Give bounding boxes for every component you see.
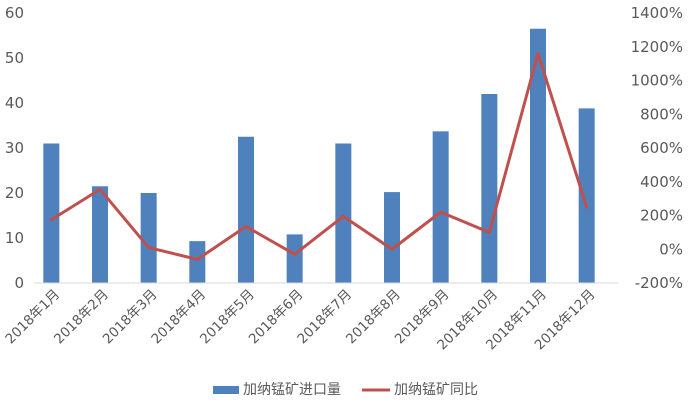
bar [384,192,400,283]
line-point [487,230,491,234]
bar [578,108,595,284]
line-point [147,246,151,250]
bar [238,136,254,283]
line-point [439,210,443,214]
legend-label-bar: 加纳锰矿进口量 [243,382,341,398]
y-left-tick-label: 50 [5,49,24,67]
bar [530,28,546,283]
line-point [244,224,248,228]
y-left-tick-label: 60 [5,4,24,22]
y-left-tick-label: 0 [14,274,24,292]
y-right-tick-label: 800% [640,105,683,123]
line-point [293,252,297,256]
bar [189,241,206,283]
y-left-tick-label: 20 [5,184,24,202]
y-right-tick-label: 600% [640,139,683,157]
line-point [390,247,394,251]
y-right-tick-label: 200% [640,207,683,225]
y-right-tick-label: 1000% [631,72,683,90]
legend-label-line: 加纳锰矿同比 [394,382,478,398]
y-right-tick-label: 1400% [631,4,683,22]
y-left-tick-label: 10 [5,229,24,247]
bar [140,193,157,283]
y-right-tick-label: 1200% [631,38,683,56]
line-point [585,205,589,209]
legend-swatch-bar [213,386,239,394]
bar [432,131,449,283]
line-point [536,52,540,55]
bar [335,143,352,283]
y-left-tick-label: 30 [5,139,24,157]
y-left-tick-label: 40 [5,94,24,112]
y-right-tick-label: 400% [640,173,683,191]
y-right-tick-label: -200% [635,274,683,292]
y-right-tick-label: 0% [659,240,683,258]
line-point [98,187,102,191]
bar [286,234,303,283]
line-point [195,257,199,261]
bar [43,143,60,283]
bar [92,186,108,283]
line-point [49,218,53,222]
bar [481,94,498,283]
line-series [49,52,589,261]
line-point [341,214,345,218]
